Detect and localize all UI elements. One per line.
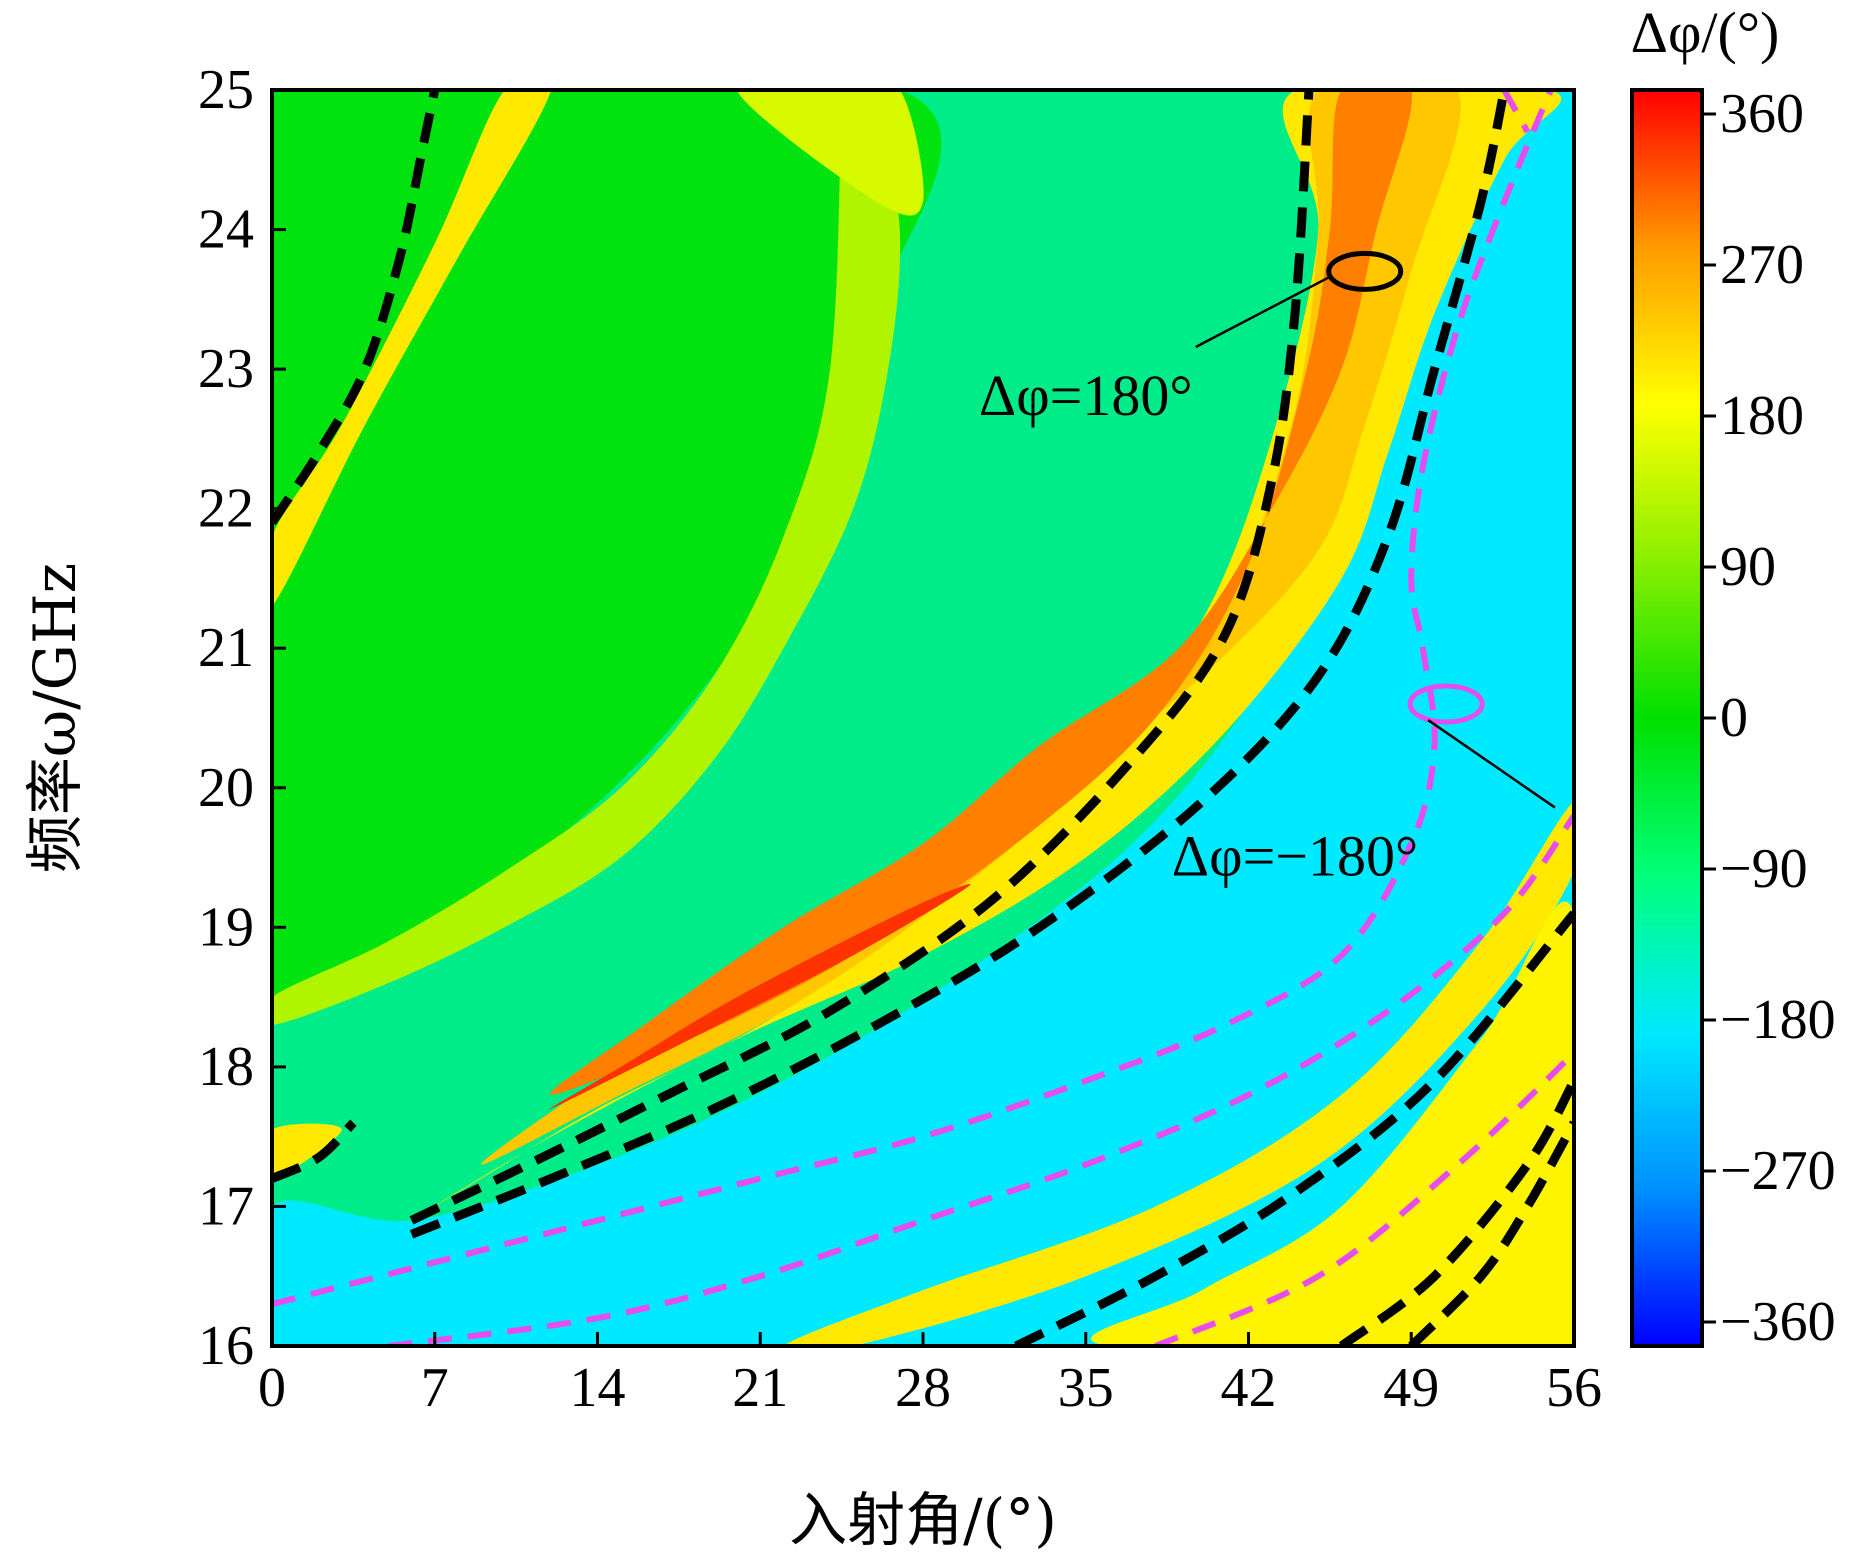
colorbar-tick-label: 180: [1720, 385, 1804, 447]
annotations: Δφ=180° Δφ=−180°: [979, 250, 1556, 889]
y-axis-label: 频率ω/GHz: [21, 563, 89, 873]
x-axis-label: 入射角/(°): [789, 1486, 1057, 1554]
colorbar-tick-label: −270: [1720, 1140, 1836, 1202]
contour-line-4: [1013, 910, 1574, 1346]
annotation-label: Δφ=180°: [979, 363, 1193, 428]
x-axis: 0 7 14 21 28 35 42 49 56: [258, 1332, 1602, 1419]
x-tick-label: 42: [1221, 1357, 1277, 1419]
y-tick-label: 24: [198, 199, 254, 261]
y-tick-label: 16: [198, 1315, 254, 1377]
region-cyan: [272, 90, 1574, 1346]
heatmap-region-3: [409, 90, 1562, 1222]
y-axis: 16 17 18 19 20 21 22 23 24 25: [198, 59, 286, 1377]
x-tick-label: 21: [732, 1357, 788, 1419]
colorbar-label: Δφ/(°): [1631, 0, 1780, 65]
colorbar-tick-label: −360: [1720, 1291, 1836, 1353]
y-tick-label: 23: [198, 338, 254, 400]
y-tick-label: 20: [198, 757, 254, 819]
annotation-leader: [1195, 276, 1330, 349]
x-tick-label: 49: [1383, 1357, 1439, 1419]
x-tick-label: 28: [895, 1357, 951, 1419]
contour-line-2: [272, 90, 440, 526]
annotation-leader: [1427, 719, 1556, 809]
colorbar-tick-label: 270: [1720, 234, 1804, 296]
x-tick-label: 14: [570, 1357, 626, 1419]
colorbar-tick-label: 90: [1720, 536, 1776, 598]
y-tick-label: 25: [198, 59, 254, 121]
contour-line-3: [272, 1119, 357, 1183]
colorbar-tick-label: 360: [1720, 83, 1804, 145]
x-tick-label: 7: [421, 1357, 449, 1419]
colorbar-gradient: [1630, 88, 1704, 1348]
colorbar-tick-label: 0: [1720, 687, 1748, 749]
heatmap-region-9: [1091, 901, 1574, 1346]
heatmap-region-1: [272, 90, 551, 607]
heatmap-region-0: [272, 1123, 342, 1179]
annotation-ellipse: [1407, 683, 1485, 725]
colorbar-tick-label: −90: [1720, 838, 1808, 900]
y-tick-label: 22: [198, 478, 254, 540]
plot-area: [270, 88, 1576, 1348]
x-tick-label: 35: [1058, 1357, 1114, 1419]
y-tick-label: 18: [198, 1036, 254, 1098]
heatmap-region-2: [737, 90, 924, 216]
annotation-ellipse: [1326, 250, 1404, 292]
contour-line-1: [409, 90, 1509, 1239]
contour-line-8: [387, 813, 1574, 1346]
region-band: [272, 90, 901, 1026]
colorbar-tick-label: −180: [1720, 989, 1836, 1051]
contour-line-0: [409, 90, 1314, 1225]
x-tick-label: 0: [258, 1357, 286, 1419]
y-tick-label: 17: [198, 1175, 254, 1237]
colorbar: 360 270 180 90 0 −90 −180 −270 −360 Δφ/(°): [1630, 0, 1836, 1353]
contour-line-7: [272, 90, 1554, 1308]
annotation-label: Δφ=−180°: [1172, 824, 1418, 889]
contour-line-5: [1338, 1078, 1574, 1346]
y-tick-label: 21: [198, 617, 254, 679]
heatmap-region-7: [783, 801, 1574, 1346]
contour-line-6: [1408, 1120, 1574, 1346]
y-tick-label: 19: [198, 896, 254, 958]
contour-line-9: [1154, 1050, 1574, 1346]
region-green: [272, 90, 942, 1026]
heatmap-region-6: [549, 883, 971, 1110]
contour-line-10: [1501, 90, 1531, 134]
x-tick-label: 56: [1546, 1357, 1602, 1419]
